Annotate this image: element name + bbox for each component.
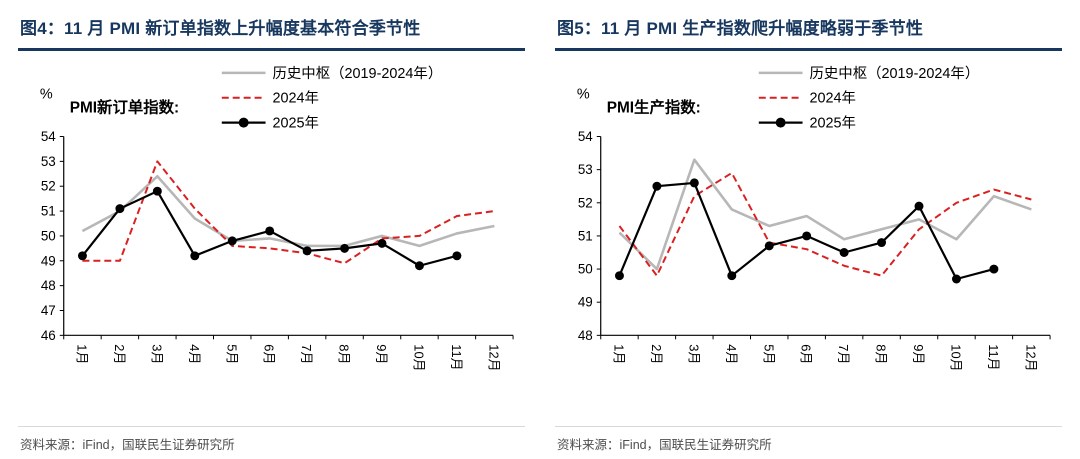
series-marker bbox=[689, 178, 699, 188]
legend-label: 2024年 bbox=[272, 90, 318, 107]
figure-5-chart: 48 49 50 51 52 53 54 1月 2月 3月 4月 5月 6月 7月 8月 9月 10月 11月 12… bbox=[555, 51, 1062, 424]
figure-4-title: 图4：11 月 PMI 新订单指数上升幅度基本符合季节性 bbox=[18, 8, 525, 51]
series-marker bbox=[302, 246, 312, 256]
y-tick-label: 49 bbox=[578, 295, 593, 310]
y-tick-label: 54 bbox=[41, 129, 56, 144]
x-tick-label: 4月 bbox=[724, 344, 739, 364]
figure-4-source: 资料来源：iFind，国联民生证券研究所 bbox=[18, 426, 525, 459]
y-tick-label: 52 bbox=[41, 179, 56, 194]
legend-label: 2025年 bbox=[809, 115, 855, 132]
x-tick-label: 7月 bbox=[299, 344, 314, 364]
figure-4: 图4：11 月 PMI 新订单指数上升幅度基本符合季节性 46 47 48 49 50 5… bbox=[18, 8, 525, 459]
chart-inner-label: PMI生产指数: bbox=[607, 98, 701, 117]
series-marker bbox=[414, 261, 424, 271]
y-tick-label: 47 bbox=[41, 303, 56, 318]
series-marker bbox=[452, 251, 462, 261]
x-tick-label: 9月 bbox=[374, 344, 389, 364]
series-marker bbox=[340, 243, 350, 253]
legend-label: 2025年 bbox=[272, 115, 318, 132]
y-tick-label: 51 bbox=[578, 228, 593, 243]
legend-label: 历史中枢（2019-2024年） bbox=[809, 65, 979, 82]
y-tick-label: 50 bbox=[41, 228, 56, 243]
series-marker bbox=[802, 231, 812, 241]
x-tick-label: 12月 bbox=[486, 344, 501, 371]
chart-canvas: 48 49 50 51 52 53 54 1月 2月 3月 4月 5月 6月 7月 8月 9月 10月 11月 12… bbox=[577, 65, 1051, 372]
figure-5-title: 图5：11 月 PMI 生产指数爬升幅度略弱于季节性 bbox=[555, 8, 1062, 51]
series-marker bbox=[115, 204, 125, 214]
x-tick-label: 1月 bbox=[74, 344, 89, 364]
x-tick-label: 5月 bbox=[224, 344, 239, 364]
series-marker bbox=[190, 251, 200, 261]
figure-5-source: 资料来源：iFind，国联民生证券研究所 bbox=[555, 426, 1062, 459]
x-tick-label: 2月 bbox=[649, 344, 664, 364]
chart-inner-label: PMI新订单指数: bbox=[70, 98, 179, 117]
y-tick-label: 53 bbox=[41, 154, 56, 169]
series-marker bbox=[77, 251, 87, 261]
y-tick-label: 52 bbox=[578, 195, 593, 210]
series-marker bbox=[652, 181, 662, 191]
y-tick-label: 48 bbox=[41, 278, 56, 293]
series-marker bbox=[914, 201, 924, 211]
x-tick-label: 6月 bbox=[799, 344, 814, 364]
series-marker bbox=[377, 238, 387, 248]
y-tick-label: 53 bbox=[578, 162, 593, 177]
series-marker bbox=[265, 226, 275, 236]
figure-4-chart: 46 47 48 49 50 51 52 53 54 1月 2月 3月 4月 5月 6月 7月 8月 9月 10月 1… bbox=[18, 51, 525, 424]
x-tick-label: 12月 bbox=[1023, 344, 1038, 371]
series-marker bbox=[764, 241, 774, 251]
x-tick-label: 5月 bbox=[761, 344, 776, 364]
x-tick-label: 4月 bbox=[187, 344, 202, 364]
legend-sample-marker bbox=[775, 117, 786, 128]
series-line-2025年 bbox=[618, 181, 995, 281]
series-marker bbox=[877, 238, 887, 248]
chart-canvas: 46 47 48 49 50 51 52 53 54 1月 2月 3月 4月 5月 6月 7月 8月 9月 10月 1… bbox=[40, 65, 514, 372]
y-tick-label: 50 bbox=[578, 262, 593, 277]
y-tick-label: 49 bbox=[41, 253, 56, 268]
x-tick-label: 1月 bbox=[611, 344, 626, 364]
series-marker bbox=[989, 264, 999, 274]
x-tick-label: 6月 bbox=[262, 344, 277, 364]
series-marker bbox=[839, 248, 849, 257]
series-line-2024年 bbox=[618, 171, 1032, 277]
series-line-2024年 bbox=[82, 160, 495, 265]
y-unit-label: % bbox=[577, 87, 590, 103]
series-marker bbox=[152, 186, 162, 196]
x-tick-label: 10月 bbox=[948, 344, 963, 371]
x-tick-label: 9月 bbox=[911, 344, 926, 364]
legend-sample-marker bbox=[238, 117, 249, 128]
x-tick-label: 10月 bbox=[411, 344, 426, 371]
y-unit-label: % bbox=[40, 87, 53, 103]
x-tick-label: 11月 bbox=[986, 344, 1001, 370]
x-tick-label: 8月 bbox=[874, 344, 889, 364]
series-marker bbox=[727, 271, 737, 281]
y-tick-label: 46 bbox=[41, 328, 56, 343]
figure-5: 图5：11 月 PMI 生产指数爬升幅度略弱于季节性 48 49 50 51 52 53 5… bbox=[555, 8, 1062, 459]
series-line-历史中枢（2019-2024年） bbox=[618, 158, 1032, 271]
x-tick-label: 8月 bbox=[337, 344, 352, 364]
legend-label: 历史中枢（2019-2024年） bbox=[272, 65, 442, 82]
y-tick-label: 51 bbox=[41, 204, 56, 219]
y-tick-label: 48 bbox=[578, 328, 593, 343]
x-tick-label: 11月 bbox=[449, 344, 464, 370]
series-marker bbox=[227, 236, 237, 246]
series-line-历史中枢（2019-2024年） bbox=[81, 174, 495, 248]
x-tick-label: 3月 bbox=[686, 344, 701, 364]
x-tick-label: 2月 bbox=[112, 344, 127, 364]
x-tick-label: 3月 bbox=[149, 344, 164, 364]
series-marker bbox=[951, 274, 961, 284]
legend-label: 2024年 bbox=[809, 90, 855, 107]
y-tick-label: 54 bbox=[578, 129, 593, 144]
series-marker bbox=[614, 271, 624, 281]
x-tick-label: 7月 bbox=[836, 344, 851, 364]
